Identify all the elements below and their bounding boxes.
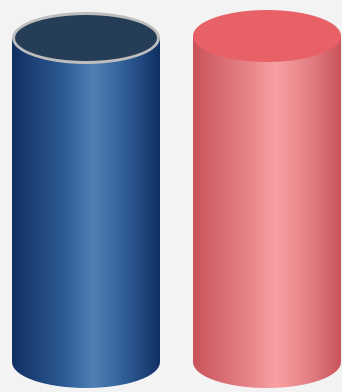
red-cylinder-top bbox=[195, 12, 339, 60]
blue-cylinder bbox=[12, 12, 160, 388]
red-cylinder bbox=[193, 10, 341, 388]
blue-cylinder-body bbox=[12, 38, 160, 388]
blue-cylinder-top bbox=[15, 15, 157, 61]
red-cylinder-body bbox=[193, 36, 341, 388]
